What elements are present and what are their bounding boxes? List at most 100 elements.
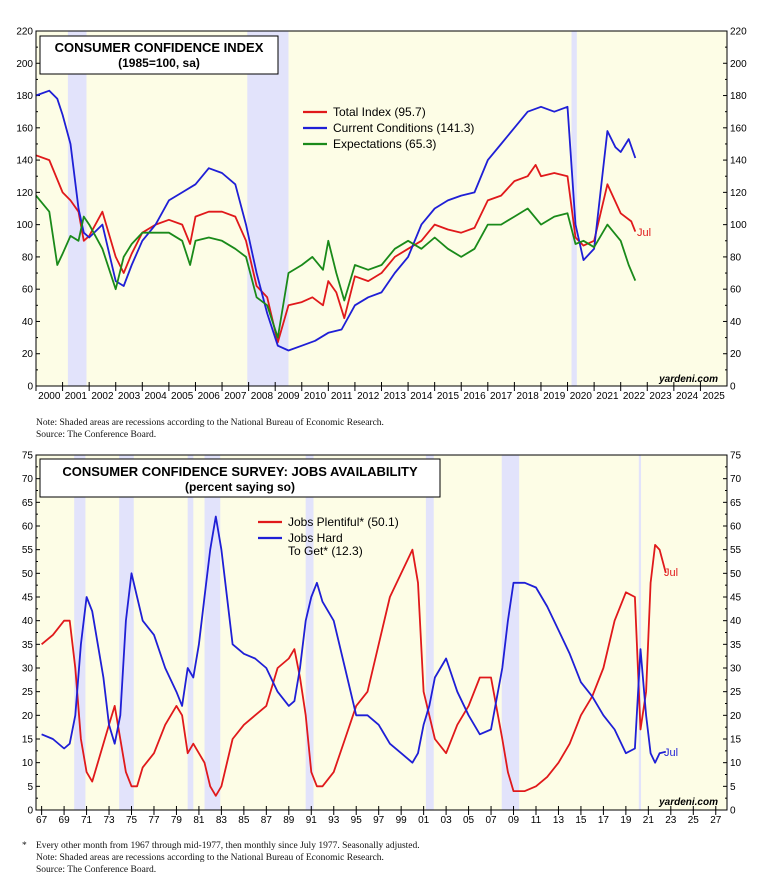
x-tick-label: 75 (126, 815, 138, 826)
plot-background (36, 31, 727, 386)
title-box: CONSUMER CONFIDENCE SURVEY: JOBS AVAILAB… (39, 458, 441, 498)
y-tick-label-left: 0 (27, 806, 33, 817)
series-line-2 (35, 195, 637, 339)
plot-frame (35, 454, 728, 811)
x-tick-label: 15 (575, 815, 587, 826)
y-tick-label-left: 75 (22, 451, 34, 462)
x-tick-label: 87 (261, 815, 273, 826)
series-line-1 (41, 515, 666, 764)
recession-band (247, 31, 289, 386)
x-tick-label: 2021 (596, 391, 619, 402)
recession-band (204, 455, 221, 810)
legend-label: Total Index (95.7) (333, 105, 426, 119)
y-tick-label-right: 200 (730, 59, 747, 70)
x-tick-label: 09 (508, 815, 520, 826)
y-tick-label-right: 120 (730, 188, 747, 199)
x-tick-label: 2008 (251, 391, 274, 402)
chart-subtitle: (1985=100, sa) (118, 56, 200, 70)
x-tick-label: 67 (36, 815, 48, 826)
y-tick-label-left: 100 (16, 220, 33, 231)
x-tick-label: 2010 (304, 391, 327, 402)
y-tick-label-left: 200 (16, 59, 33, 70)
y-tick-label-left: 180 (16, 91, 33, 102)
y-tick-label-right: 50 (730, 569, 742, 580)
x-tick-label: 2015 (437, 391, 460, 402)
series-line-1 (35, 89, 637, 352)
y-tick-label-right: 10 (730, 758, 742, 769)
x-tick-label: 99 (396, 815, 408, 826)
x-tick-label: 81 (193, 815, 205, 826)
x-tick-label: 21 (643, 815, 655, 826)
note-asterisk: * (22, 841, 27, 851)
x-tick-label: 73 (103, 815, 115, 826)
y-tick-label-right: 20 (730, 711, 742, 722)
x-tick-label: 2007 (224, 391, 247, 402)
end-label-jul: Jul (637, 227, 651, 239)
y-tick-label-left: 50 (22, 569, 34, 580)
x-tick-label: 27 (710, 815, 722, 826)
x-tick-label: 2005 (171, 391, 194, 402)
y-tick-label-left: 60 (22, 522, 34, 533)
y-tick-label-right: 140 (730, 156, 747, 167)
y-tick-label-left: 0 (27, 382, 33, 393)
x-tick-label: 2020 (570, 391, 593, 402)
y-tick-label-left: 120 (16, 188, 33, 199)
y-tick-label-left: 40 (22, 317, 34, 328)
recession-band (501, 455, 520, 810)
recession-band (638, 455, 642, 810)
y-tick-label-right: 70 (730, 474, 742, 485)
x-tick-label: 97 (373, 815, 385, 826)
note-recessions: Note: Shaded areas are recessions accord… (36, 853, 384, 863)
x-tick-label: 07 (485, 815, 497, 826)
x-tick-label: 2013 (384, 391, 407, 402)
x-tick-label: 2004 (144, 391, 167, 402)
series-line-0 (41, 544, 667, 797)
y-tick-label-right: 0 (730, 382, 736, 393)
recession-band (74, 455, 86, 810)
y-tick-label-right: 20 (730, 349, 742, 360)
x-tick-label: 2000 (38, 391, 61, 402)
y-tick-label-left: 80 (22, 252, 34, 263)
y-tick-label-right: 25 (730, 687, 742, 698)
x-tick-label: 2019 (543, 391, 566, 402)
end-label-plentiful: Jul (664, 567, 678, 579)
y-tick-label-right: 40 (730, 616, 742, 627)
y-tick-label-right: 60 (730, 285, 742, 296)
y-tick-label-right: 80 (730, 252, 742, 263)
y-tick-label-left: 140 (16, 156, 33, 167)
x-tick-label: 2009 (277, 391, 300, 402)
x-tick-label: 2002 (91, 391, 114, 402)
x-tick-label: 89 (283, 815, 295, 826)
x-tick-label: 2014 (410, 391, 433, 402)
x-tick-label: 03 (441, 815, 453, 826)
x-tick-label: 2016 (463, 391, 486, 402)
y-tick-label-right: 75 (730, 451, 742, 462)
recession-band (305, 455, 314, 810)
y-tick-label-left: 5 (27, 782, 33, 793)
y-tick-label-left: 35 (22, 640, 34, 651)
notes-bottom: * Every other month from 1967 through mi… (22, 840, 420, 876)
x-tick-label: 2024 (676, 391, 699, 402)
x-tick-label: 05 (463, 815, 475, 826)
y-tick-label-left: 30 (22, 664, 34, 675)
y-tick-label-right: 220 (730, 27, 747, 38)
legend-label: Expectations (65.3) (333, 137, 436, 151)
y-tick-label-left: 70 (22, 474, 34, 485)
recession-band (187, 455, 194, 810)
y-tick-label-right: 55 (730, 545, 742, 556)
x-tick-label: 95 (351, 815, 363, 826)
y-tick-label-right: 15 (730, 735, 742, 746)
y-tick-label-left: 55 (22, 545, 34, 556)
x-tick-label: 2012 (357, 391, 380, 402)
y-tick-label-right: 60 (730, 522, 742, 533)
legend-label: Jobs Plentiful* (50.1) (288, 515, 399, 529)
y-tick-label-left: 20 (22, 349, 34, 360)
y-tick-label-left: 45 (22, 593, 34, 604)
x-tick-label: 2022 (623, 391, 646, 402)
series-line-0 (35, 154, 637, 344)
y-tick-label-right: 180 (730, 91, 747, 102)
x-tick-label: 2001 (65, 391, 88, 402)
x-tick-label: 83 (216, 815, 228, 826)
x-tick-label: 2017 (490, 391, 513, 402)
x-tick-label: 93 (328, 815, 340, 826)
